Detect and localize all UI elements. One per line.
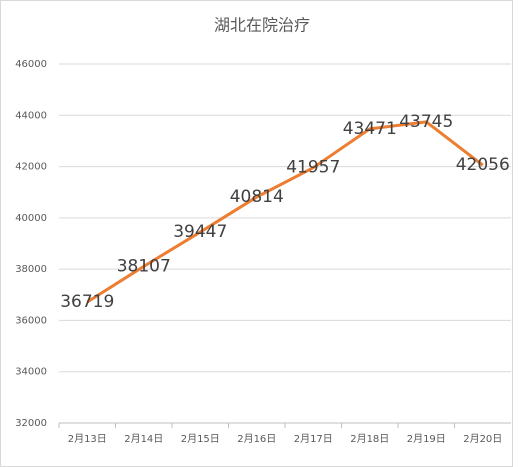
y-tick-label: 36000 (15, 315, 47, 326)
data-label: 43471 (343, 119, 397, 139)
x-tick-label: 2月13日 (68, 433, 107, 445)
y-tick-label: 44000 (15, 110, 47, 121)
x-tick-label: 2月18日 (350, 433, 389, 445)
y-tick-label: 38000 (15, 264, 47, 275)
data-label: 42056 (456, 155, 510, 175)
x-tick-label: 2月16日 (237, 433, 276, 445)
data-label: 38107 (117, 256, 171, 276)
x-tick-label: 2月15日 (181, 433, 220, 445)
data-label: 41957 (286, 158, 340, 178)
y-tick-label: 46000 (15, 59, 47, 70)
data-label: 40814 (230, 187, 284, 207)
x-tick-label: 2月14日 (124, 433, 163, 445)
x-tick-label: 2月19日 (407, 433, 446, 445)
x-tick-label: 2月20日 (463, 433, 502, 445)
chart-title: 湖北在院治疗 (214, 16, 310, 35)
line-series (86, 120, 484, 304)
y-tick-label: 32000 (15, 418, 47, 429)
data-label: 43745 (399, 112, 453, 132)
y-tick-label: 42000 (15, 162, 47, 173)
data-label: 36719 (60, 292, 114, 312)
y-tick-label: 40000 (15, 213, 47, 224)
y-tick-label: 34000 (15, 367, 47, 378)
x-tick-label: 2月17日 (294, 433, 333, 445)
data-label: 39447 (173, 222, 227, 242)
